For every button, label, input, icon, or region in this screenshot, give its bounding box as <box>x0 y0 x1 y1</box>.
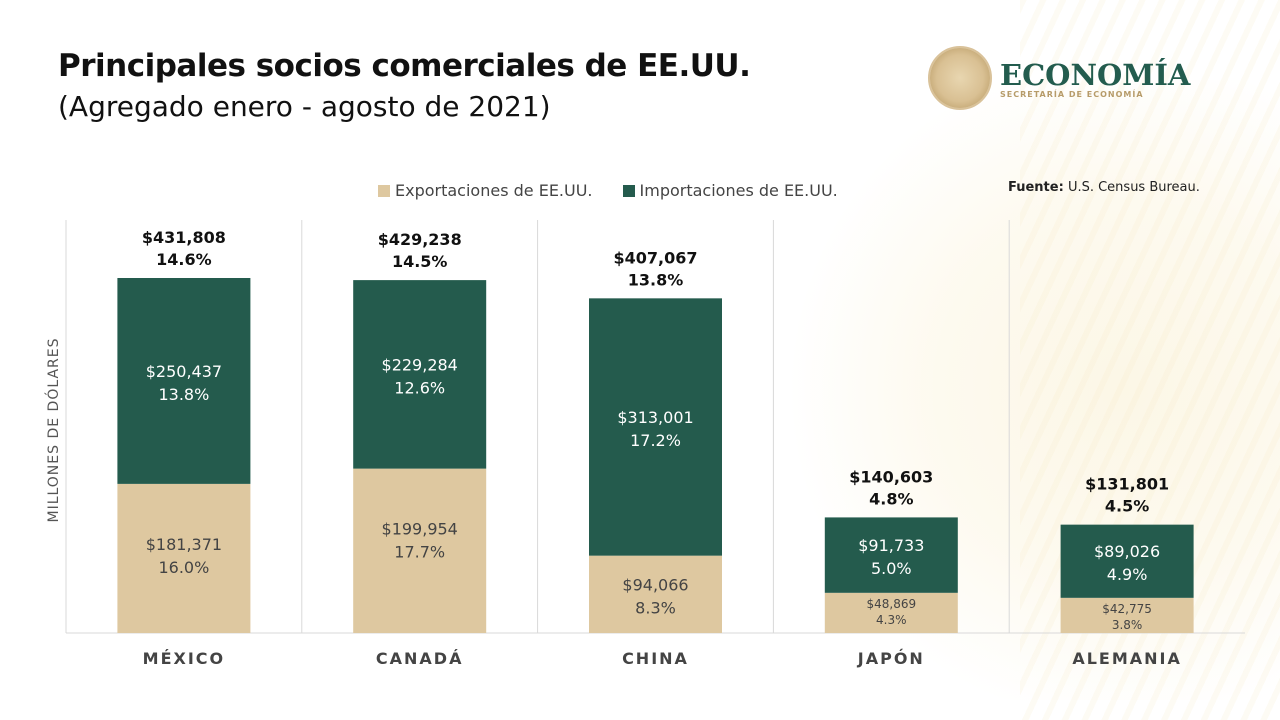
import-share-label: 5.0% <box>871 559 912 578</box>
bar-imports-2 <box>589 298 722 556</box>
bar-imports-1 <box>353 280 487 469</box>
x-tick-label: JAPÓN <box>857 649 925 668</box>
x-tick-label: MÉXICO <box>143 649 225 668</box>
total-value-label: $431,808 <box>142 228 226 247</box>
legend-label-imports: Importaciones de EE.UU. <box>639 181 838 200</box>
total-share-label: 14.5% <box>392 252 448 271</box>
export-share-label: 4.3% <box>876 613 907 627</box>
legend-item-exports: Exportaciones de EE.UU. <box>378 181 593 200</box>
bar-exports-3 <box>824 592 958 633</box>
source-note: Fuente: U.S. Census Bureau. <box>1008 180 1200 195</box>
total-share-label: 13.8% <box>628 270 684 289</box>
export-share-label: 16.0% <box>158 558 209 577</box>
total-value-label: $131,801 <box>1085 475 1169 494</box>
total-value-label: $429,238 <box>378 230 462 249</box>
legend-item-imports: Importaciones de EE.UU. <box>622 181 838 200</box>
total-value-label: $407,067 <box>613 248 697 267</box>
export-value-label: $199,954 <box>382 520 458 539</box>
total-share-label: 4.8% <box>869 489 913 508</box>
import-value-label: $89,026 <box>1094 542 1160 561</box>
legend: Exportaciones de EE.UU. Importaciones de… <box>378 181 868 200</box>
x-tick-label: CANADÁ <box>376 649 464 668</box>
export-share-label: 3.8% <box>1112 618 1143 632</box>
bar-exports-2 <box>589 555 722 633</box>
bar-exports-4 <box>1060 597 1194 633</box>
export-share-label: 17.7% <box>394 543 445 562</box>
import-value-label: $91,733 <box>858 536 924 555</box>
chart-subtitle: (Agregado enero - agosto de 2021) <box>58 90 551 123</box>
bar-exports-1 <box>353 468 487 633</box>
coat-of-arms-icon <box>928 46 992 110</box>
import-share-label: 17.2% <box>630 431 681 450</box>
export-value-label: $94,066 <box>622 575 688 594</box>
export-value-label: $42,775 <box>1102 602 1152 616</box>
bar-exports-0 <box>117 483 251 633</box>
import-share-label: 13.8% <box>158 385 209 404</box>
legend-label-exports: Exportaciones de EE.UU. <box>395 181 593 200</box>
x-tick-label: CHINA <box>622 649 689 668</box>
legend-swatch-imports <box>622 184 635 197</box>
import-share-label: 12.6% <box>394 378 445 397</box>
total-share-label: 14.6% <box>156 250 212 269</box>
economia-logo: ECONOMÍA SECRETARÍA DE ECONOMÍA <box>928 46 1190 110</box>
export-value-label: $181,371 <box>146 535 222 554</box>
import-value-label: $229,284 <box>382 355 458 374</box>
legend-swatch-exports <box>378 184 390 197</box>
bar-imports-0 <box>117 278 251 484</box>
logo-text: ECONOMÍA SECRETARÍA DE ECONOMÍA <box>1000 58 1190 99</box>
export-share-label: 8.3% <box>635 598 676 617</box>
total-value-label: $140,603 <box>849 467 933 486</box>
x-tick-label: ALEMANIA <box>1072 649 1182 668</box>
import-value-label: $250,437 <box>146 362 222 381</box>
chart-title: Principales socios comerciales de EE.UU. <box>58 48 751 84</box>
total-share-label: 4.5% <box>1105 497 1149 516</box>
source-label: Fuente: <box>1008 180 1064 195</box>
source-value: U.S. Census Bureau. <box>1067 180 1200 195</box>
import-share-label: 4.9% <box>1107 565 1148 584</box>
logo-tagline: SECRETARÍA DE ECONOMÍA <box>1000 89 1144 99</box>
bar-imports-4 <box>1060 524 1194 598</box>
import-value-label: $313,001 <box>617 408 693 427</box>
export-value-label: $48,869 <box>866 597 916 611</box>
bar-imports-3 <box>824 517 958 593</box>
logo-name: ECONOMÍA <box>1000 57 1191 92</box>
